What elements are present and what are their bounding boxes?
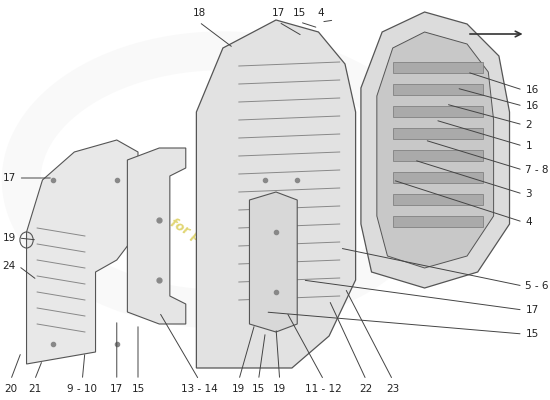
Polygon shape — [393, 84, 483, 95]
Text: 19: 19 — [232, 384, 245, 394]
Polygon shape — [361, 12, 509, 288]
Polygon shape — [128, 148, 186, 324]
Text: 15: 15 — [131, 384, 145, 394]
Text: 20: 20 — [4, 384, 17, 394]
Text: 4: 4 — [318, 8, 324, 18]
Text: 18: 18 — [192, 8, 206, 18]
Polygon shape — [393, 128, 483, 139]
Polygon shape — [393, 150, 483, 161]
Text: 7 - 8: 7 - 8 — [525, 165, 549, 175]
Polygon shape — [377, 32, 493, 268]
Text: 15: 15 — [293, 8, 306, 18]
Polygon shape — [250, 192, 297, 332]
Polygon shape — [393, 172, 483, 183]
Text: 24: 24 — [3, 261, 16, 271]
Text: 15: 15 — [525, 329, 538, 339]
Text: 9 - 10: 9 - 10 — [67, 384, 97, 394]
Text: 23: 23 — [386, 384, 399, 394]
Text: 15: 15 — [252, 384, 265, 394]
Text: 1: 1 — [525, 141, 532, 151]
Polygon shape — [393, 216, 483, 227]
Text: 5 - 6: 5 - 6 — [525, 281, 549, 291]
Text: 21: 21 — [28, 384, 41, 394]
Text: 19: 19 — [3, 233, 16, 243]
Text: 2: 2 — [525, 120, 532, 130]
Text: 3: 3 — [525, 189, 532, 199]
Text: a passion for parts since 1985: a passion for parts since 1985 — [106, 181, 297, 299]
Text: 17: 17 — [272, 8, 285, 18]
Text: 16: 16 — [525, 101, 538, 111]
Polygon shape — [26, 140, 138, 364]
Text: 4: 4 — [525, 217, 532, 227]
Text: 22: 22 — [360, 384, 373, 394]
Text: 17: 17 — [525, 305, 538, 315]
Text: 17: 17 — [3, 173, 16, 183]
Polygon shape — [393, 62, 483, 73]
Text: 19: 19 — [273, 384, 287, 394]
Text: 11 - 12: 11 - 12 — [305, 384, 342, 394]
Text: 16: 16 — [525, 85, 538, 95]
Polygon shape — [196, 20, 356, 368]
Polygon shape — [393, 106, 483, 117]
Text: 17: 17 — [110, 384, 123, 394]
Text: 13 - 14: 13 - 14 — [180, 384, 217, 394]
Polygon shape — [393, 194, 483, 205]
